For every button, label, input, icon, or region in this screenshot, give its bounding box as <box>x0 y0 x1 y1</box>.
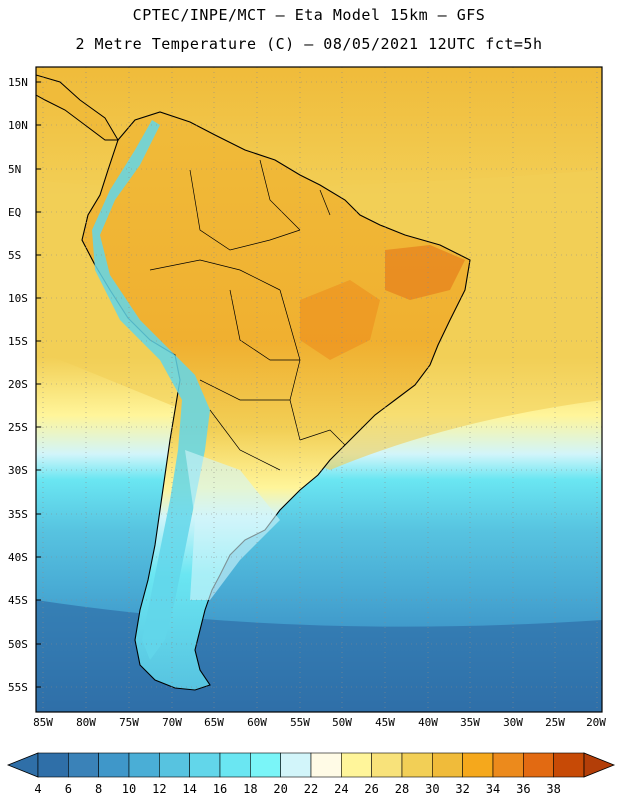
colorbar-swatch <box>68 752 99 778</box>
lon-label: 40W <box>418 716 438 729</box>
colorbar-swatch <box>310 752 342 778</box>
colorbar-label: 36 <box>516 782 531 796</box>
lon-label: 35W <box>460 716 480 729</box>
chart-title-line2: 2 Metre Temperature (C) – 08/05/2021 12U… <box>75 35 543 53</box>
lon-label: 25W <box>545 716 565 729</box>
colorbar-swatch <box>159 752 190 778</box>
lat-label: 40S <box>8 551 28 564</box>
frame-ticks <box>36 81 41 688</box>
colorbar-swatch <box>280 752 312 778</box>
lat-label: 5N <box>8 163 22 176</box>
lon-label: 75W <box>119 716 139 729</box>
colorbar-label: 28 <box>394 782 410 796</box>
colorbar-label: 4 <box>34 782 42 796</box>
andes-cold-strip <box>92 120 210 660</box>
colorbar-label: 10 <box>121 782 137 796</box>
colorbar-swatch <box>371 752 403 778</box>
lon-label: 20W <box>586 716 606 729</box>
colorbar-swatch <box>219 752 251 778</box>
lat-label: 45S <box>8 594 28 607</box>
color-scale-bar <box>6 752 616 778</box>
hot-region-brazil <box>300 280 380 360</box>
colorbar-swatch <box>401 752 433 778</box>
colorbar-label: 34 <box>485 782 501 796</box>
colorbar-label: 16 <box>212 782 228 796</box>
colorbar-swatch <box>341 752 372 778</box>
colorbar-swatch <box>523 752 554 778</box>
colorbar-label: 26 <box>364 782 379 796</box>
country-borders <box>149 159 346 471</box>
colorbar-label: 24 <box>334 782 349 796</box>
lon-label: 55W <box>290 716 310 729</box>
lat-label: 50S <box>8 638 28 651</box>
lat-label: 30S <box>8 464 28 477</box>
lat-label: 10S <box>8 292 28 305</box>
lat-label: 5S <box>8 249 22 262</box>
colorbar-label: 18 <box>243 782 258 796</box>
colorbar-right-arrow <box>583 752 616 778</box>
colorbar-label: 12 <box>152 782 167 796</box>
colorbar-swatch <box>553 752 585 778</box>
lon-label: 85W <box>33 716 53 729</box>
colorbar-swatch <box>189 752 221 778</box>
lon-label: 65W <box>204 716 224 729</box>
lon-label: 60W <box>247 716 267 729</box>
temperature-map <box>35 66 603 713</box>
lat-label: 35S <box>8 508 28 521</box>
lat-label: 10N <box>8 119 28 132</box>
lon-label: 70W <box>162 716 182 729</box>
lat-label: 20S <box>8 378 28 391</box>
colorbar-swatch <box>98 752 130 778</box>
lat-label: 55S <box>8 681 28 694</box>
lat-label: 15N <box>8 76 28 89</box>
lat-label: EQ <box>8 206 22 219</box>
lon-label: 45W <box>375 716 395 729</box>
lat-label: 15S <box>8 335 28 348</box>
central-america <box>36 74 119 141</box>
colorbar-label: 30 <box>425 782 440 796</box>
colorbar-label: 38 <box>546 782 561 796</box>
colorbar-label: 20 <box>273 782 288 796</box>
colorbar-swatch <box>128 752 160 778</box>
lon-label: 50W <box>332 716 352 729</box>
colorbar-label: 6 <box>64 782 72 796</box>
lon-label: 30W <box>503 716 523 729</box>
colorbar-swatch <box>432 752 463 778</box>
lat-label: 25S <box>8 421 28 434</box>
colorbar-label: 14 <box>182 782 197 796</box>
colorbar-swatch <box>250 752 281 778</box>
colorbar-swatch <box>462 752 494 778</box>
colorbar-label: 22 <box>303 782 319 796</box>
colorbar-swatch <box>492 752 524 778</box>
colorbar-label: 32 <box>455 782 470 796</box>
patagonia-cool <box>185 450 280 600</box>
colorbar-left-arrow <box>6 752 39 778</box>
colorbar-label: 8 <box>95 782 103 796</box>
chart-title-line1: CPTEC/INPE/MCT – Eta Model 15km – GFS <box>132 6 486 24</box>
colorbar-swatch <box>37 752 69 778</box>
lon-label: 80W <box>76 716 96 729</box>
hot-region-northeast <box>385 245 465 300</box>
map-frame <box>35 66 603 713</box>
